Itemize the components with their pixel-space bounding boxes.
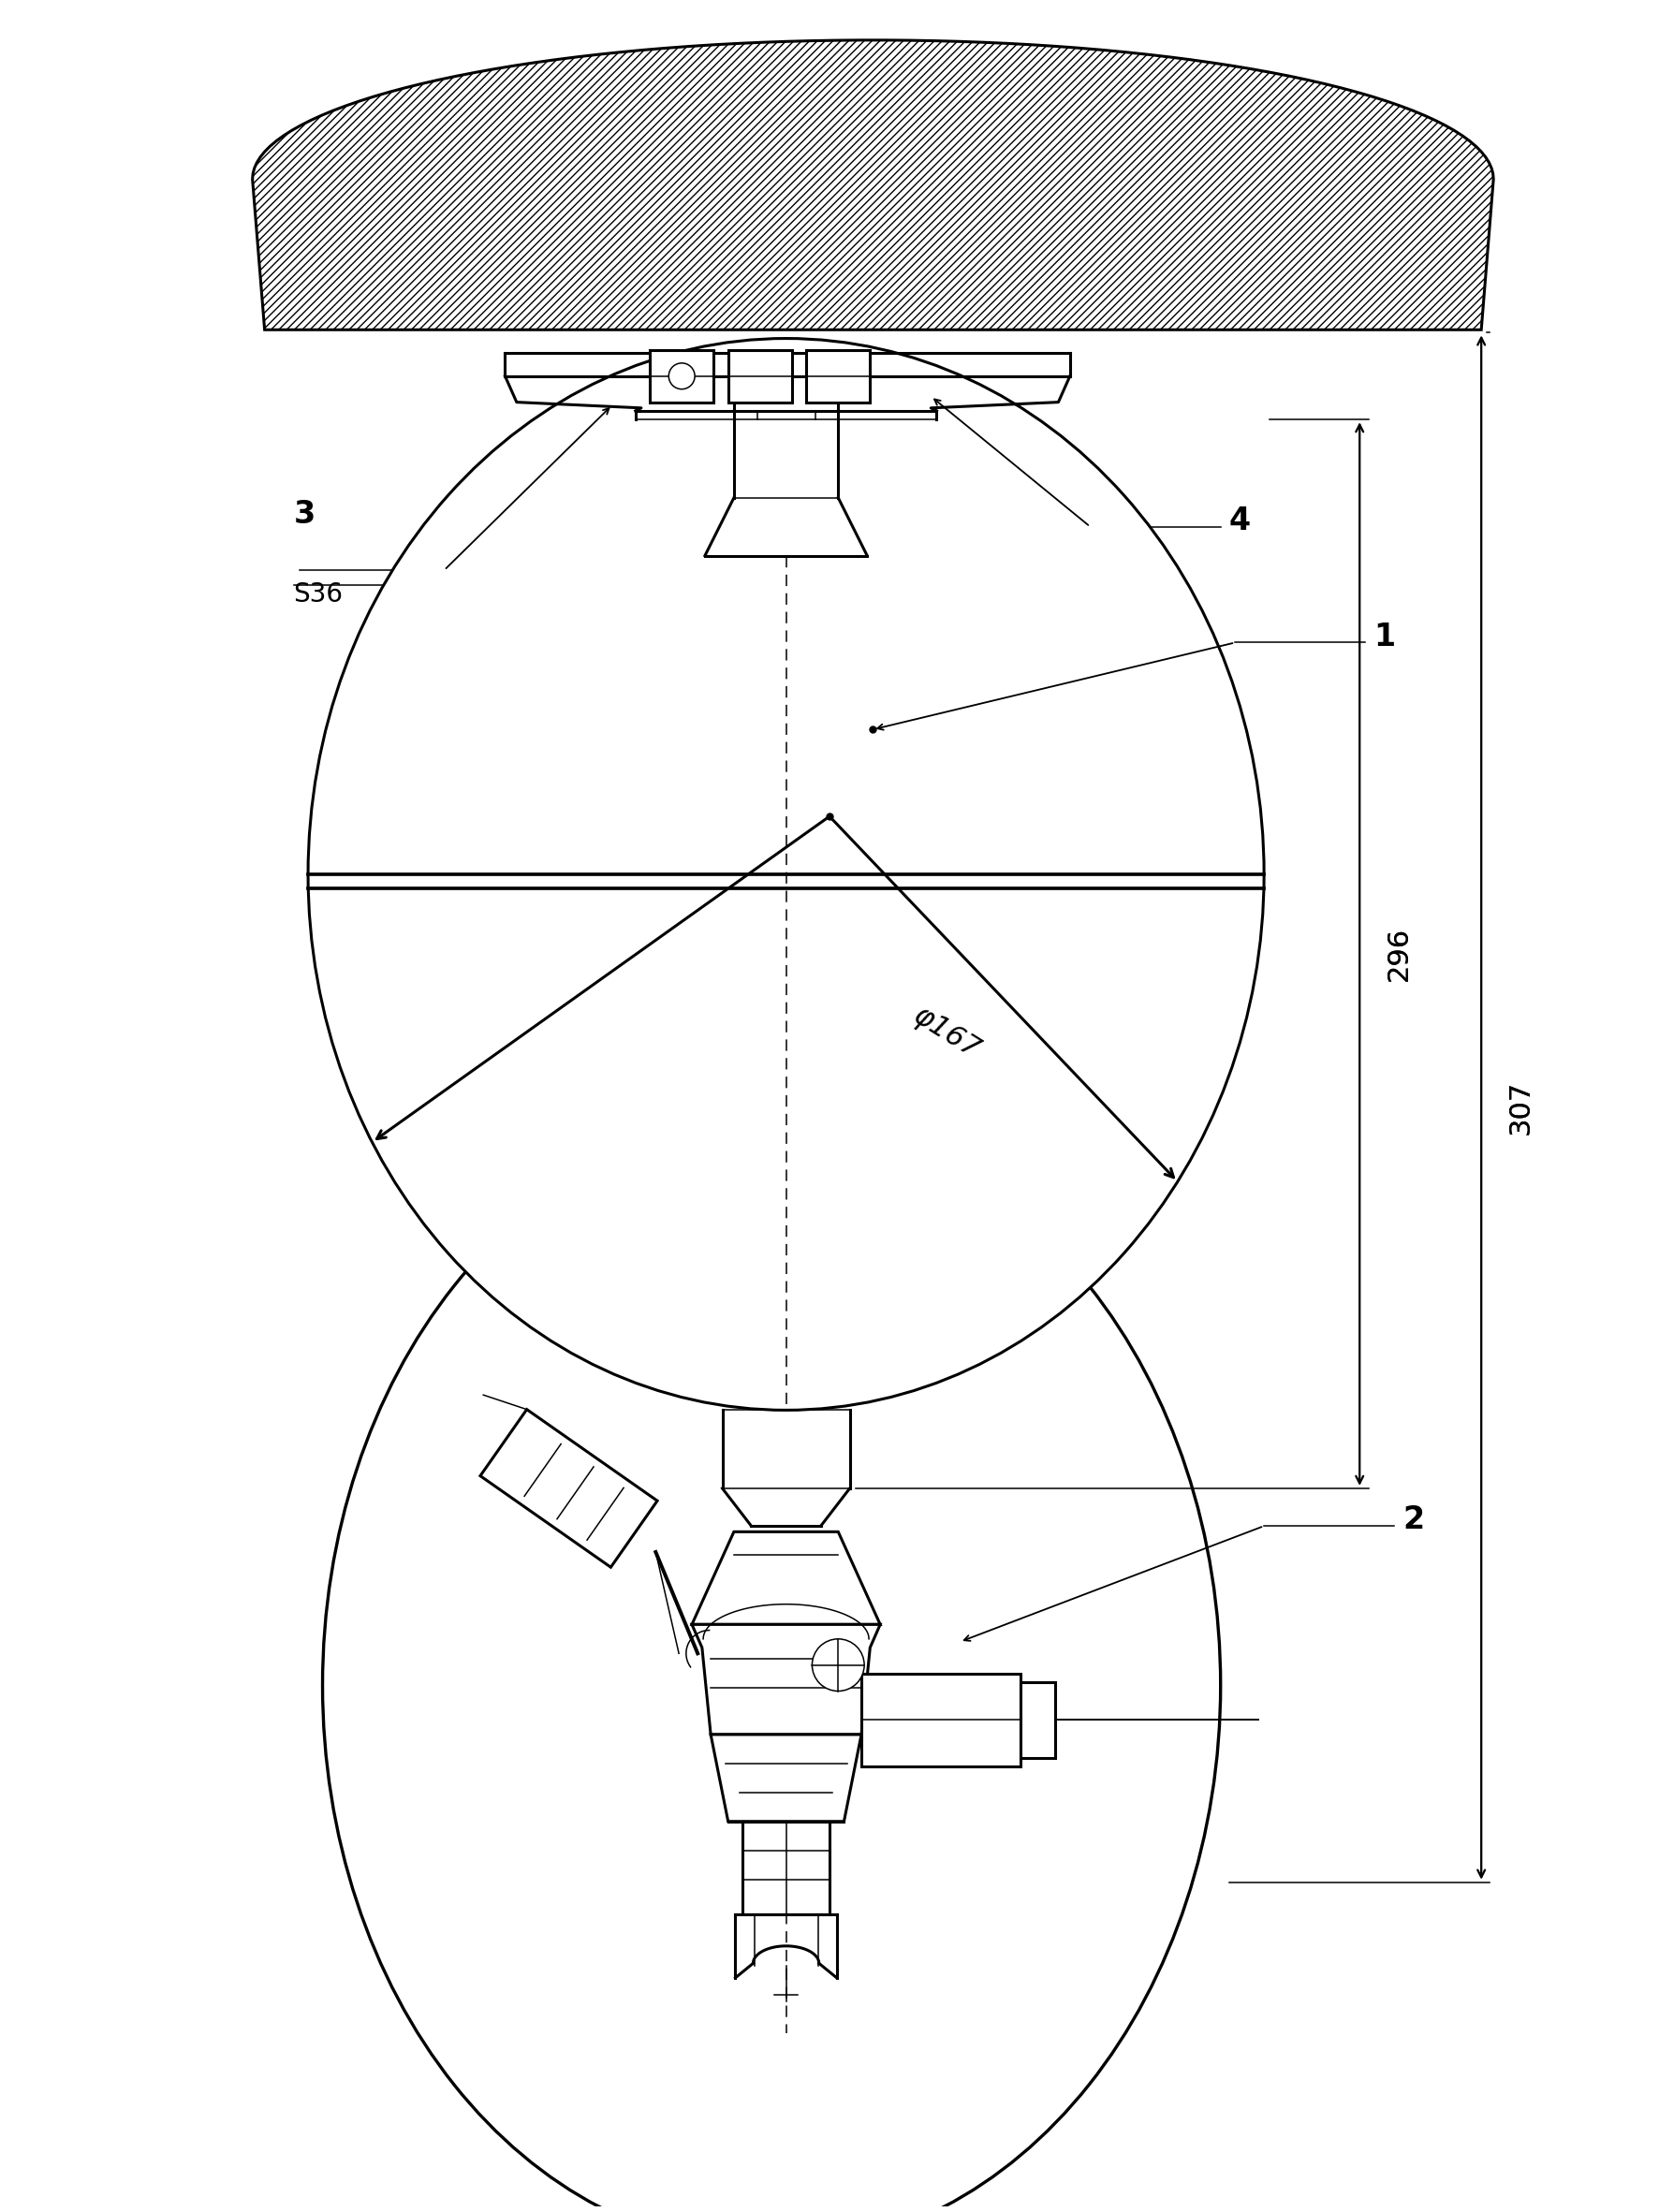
Polygon shape xyxy=(252,40,1493,330)
Text: 307: 307 xyxy=(1508,1079,1535,1135)
Circle shape xyxy=(669,363,695,389)
Bar xyxy=(861,1674,1020,1767)
Ellipse shape xyxy=(309,338,1264,1409)
Polygon shape xyxy=(692,1624,881,1734)
Text: 4: 4 xyxy=(1229,507,1251,535)
Text: 3: 3 xyxy=(294,498,315,529)
Bar xyxy=(1020,1683,1055,1759)
Polygon shape xyxy=(710,1734,861,1820)
Bar xyxy=(806,349,869,403)
Bar xyxy=(743,1820,830,1913)
Bar xyxy=(650,349,713,403)
Text: 1: 1 xyxy=(1374,622,1395,653)
Text: 307: 307 xyxy=(1508,1079,1535,1135)
Polygon shape xyxy=(479,1409,657,1568)
Circle shape xyxy=(813,1639,864,1692)
Ellipse shape xyxy=(322,1121,1221,2212)
Polygon shape xyxy=(692,1531,881,1624)
Text: S36: S36 xyxy=(294,582,343,608)
Text: 296: 296 xyxy=(1385,927,1413,982)
Text: 296: 296 xyxy=(1385,927,1413,982)
Text: 2: 2 xyxy=(1404,1504,1425,1535)
Text: φ167: φ167 xyxy=(907,1002,984,1064)
Bar xyxy=(728,349,791,403)
